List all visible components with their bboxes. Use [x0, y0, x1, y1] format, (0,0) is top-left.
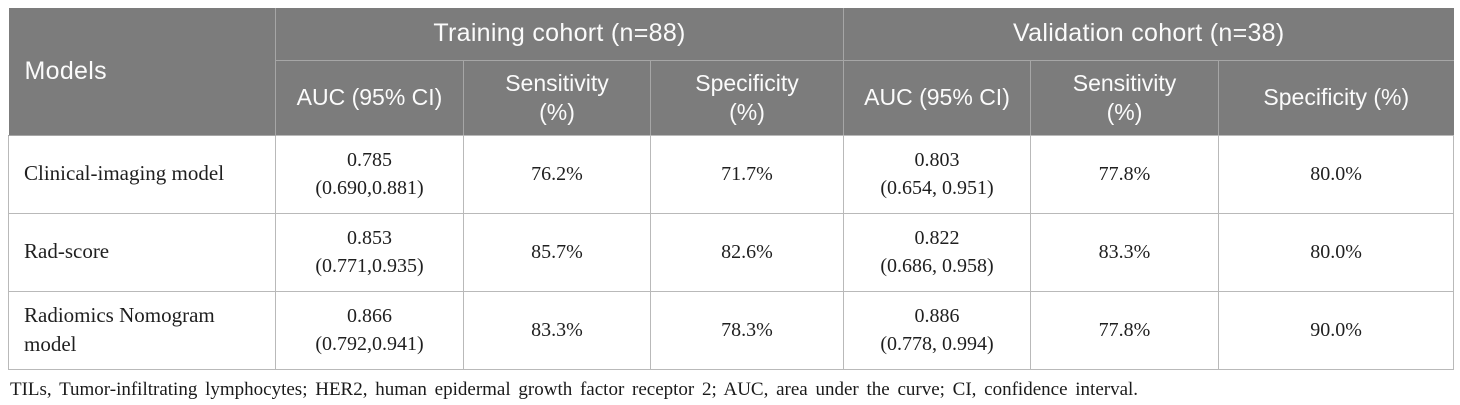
cell-training-sensitivity: 85.7% — [463, 212, 651, 292]
cell-model-name: Clinical-imaging model — [8, 134, 276, 214]
cell-validation-sensitivity: 77.8% — [1030, 290, 1220, 370]
cell-training-specificity: 78.3% — [649, 290, 845, 370]
table-row: Radiomics Nomogram model 0.866 (0.792,0.… — [8, 290, 1455, 370]
cell-training-sensitivity: 76.2% — [463, 134, 651, 214]
cell-validation-auc: 0.886 (0.778, 0.994) — [843, 290, 1032, 370]
cell-training-auc: 0.785 (0.690,0.881) — [275, 134, 464, 214]
header-training-sensitivity: Sensitivity (%) — [463, 59, 651, 136]
header-validation-specificity: Specificity (%) — [1218, 59, 1454, 136]
header-validation-auc: AUC (95% CI) — [843, 59, 1032, 136]
header-validation-cohort: Validation cohort (n=38) — [843, 8, 1454, 61]
table-body: Clinical-imaging model 0.785 (0.690,0.88… — [8, 134, 1455, 370]
cell-training-specificity: 82.6% — [649, 212, 845, 292]
cell-validation-sensitivity: 83.3% — [1030, 212, 1220, 292]
cell-validation-specificity: 80.0% — [1218, 134, 1455, 214]
model-performance-table: Models Training cohort (n=88) Validation… — [8, 8, 1455, 370]
header-sub-row: AUC (95% CI) Sensitivity (%) Specificity… — [9, 59, 1454, 136]
header-training-cohort: Training cohort (n=88) — [274, 8, 845, 61]
table-header: Models Training cohort (n=88) Validation… — [8, 8, 1454, 136]
cell-training-specificity: 71.7% — [649, 134, 845, 214]
table-row: Clinical-imaging model 0.785 (0.690,0.88… — [8, 134, 1455, 214]
cell-validation-auc: 0.822 (0.686, 0.958) — [843, 212, 1032, 292]
table-row: Rad-score 0.853 (0.771,0.935) 85.7% 82.6… — [8, 212, 1455, 292]
cell-validation-specificity: 80.0% — [1218, 212, 1455, 292]
cell-validation-sensitivity: 77.8% — [1030, 134, 1220, 214]
cell-validation-auc: 0.803 (0.654, 0.951) — [843, 134, 1032, 214]
header-group-row: Models Training cohort (n=88) Validation… — [8, 8, 1454, 136]
header-training-specificity: Specificity (%) — [649, 59, 845, 136]
cell-training-auc: 0.866 (0.792,0.941) — [275, 290, 464, 370]
header-validation-sensitivity: Sensitivity (%) — [1030, 59, 1220, 136]
header-models: Models — [8, 8, 276, 136]
cell-model-name: Radiomics Nomogram model — [8, 290, 276, 370]
cell-model-name: Rad-score — [8, 212, 276, 292]
cell-training-sensitivity: 83.3% — [463, 290, 651, 370]
cell-validation-specificity: 90.0% — [1218, 290, 1455, 370]
cell-training-auc: 0.853 (0.771,0.935) — [275, 212, 464, 292]
header-training-auc: AUC (95% CI) — [275, 59, 464, 136]
table-footnote: TILs, Tumor-infiltrating lymphocytes; HE… — [10, 378, 1139, 400]
